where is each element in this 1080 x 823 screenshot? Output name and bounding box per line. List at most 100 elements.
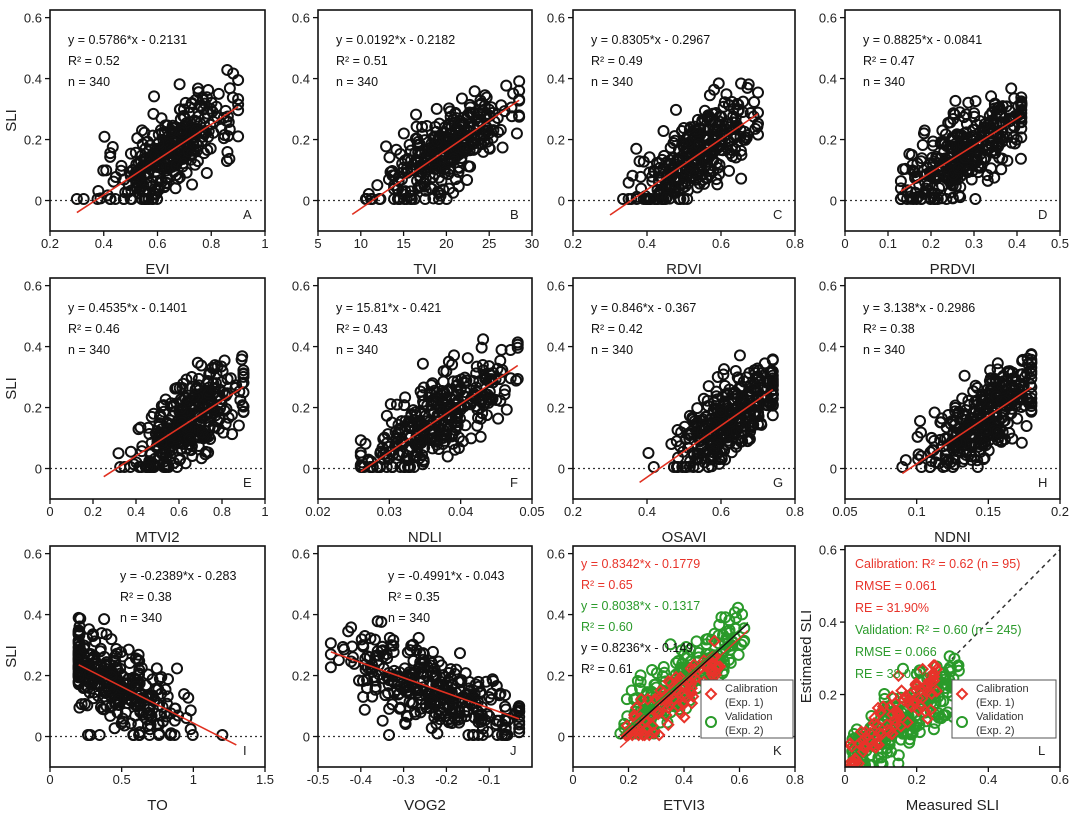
data-point	[897, 662, 910, 675]
x-tick-label: 0.2	[1051, 504, 1069, 519]
data-point	[900, 727, 913, 740]
data-point	[390, 398, 403, 411]
data-point	[416, 449, 429, 462]
x-tick-label: 0.4	[95, 236, 113, 251]
panel-j: y = -0.4991*x - 0.043 R² = 0.35 n = 340 J -0…	[292, 545, 533, 814]
data-point	[70, 192, 83, 205]
data-point	[141, 668, 154, 681]
data-point	[735, 420, 748, 433]
data-point	[631, 675, 644, 688]
data-point	[180, 442, 193, 455]
data-point	[93, 728, 106, 741]
data-point	[951, 660, 964, 673]
data-point	[867, 716, 881, 730]
data-point	[915, 152, 928, 165]
data-point	[998, 433, 1011, 446]
panel-b: y = 0.0192*x - 0.2182 R² = 0.51 n = 340 B 5 1…	[292, 9, 539, 278]
data-point	[399, 718, 412, 731]
data-point	[399, 391, 412, 404]
data-point	[625, 684, 638, 697]
data-point	[657, 125, 670, 138]
data-point	[685, 696, 699, 710]
data-point	[892, 757, 905, 767]
plot-area	[318, 333, 532, 473]
data-point	[642, 728, 656, 742]
data-point	[986, 374, 999, 387]
regression-line	[76, 106, 239, 214]
data-point	[872, 726, 886, 740]
data-point	[217, 132, 230, 145]
data-point	[706, 107, 719, 120]
data-point	[657, 661, 670, 674]
data-point	[472, 115, 485, 128]
data-point	[397, 127, 410, 140]
data-point	[387, 639, 400, 652]
data-point	[731, 407, 744, 420]
data-point	[136, 124, 149, 137]
data-point	[916, 662, 930, 676]
data-point	[1011, 412, 1024, 425]
data-point	[462, 728, 475, 741]
data-point	[991, 357, 1004, 370]
data-point	[970, 405, 983, 418]
data-point	[932, 711, 945, 724]
data-point	[658, 666, 671, 679]
data-point	[766, 354, 779, 367]
data-point	[513, 110, 526, 123]
data-point	[991, 363, 1004, 376]
data-point	[913, 664, 926, 677]
data-point	[735, 172, 748, 185]
x-tick-label: 0.2	[564, 504, 582, 519]
panel-letter: D	[1038, 207, 1047, 222]
data-point	[656, 171, 669, 184]
data-point	[198, 147, 211, 160]
y-tick-label: 0.2	[547, 401, 565, 416]
data-point	[72, 662, 85, 675]
data-point	[111, 706, 124, 719]
data-point	[985, 90, 998, 103]
data-point	[701, 399, 714, 412]
data-point	[896, 190, 909, 203]
data-point	[462, 160, 475, 173]
data-point	[665, 437, 678, 450]
data-point	[910, 191, 923, 204]
y-tick-label: 0	[830, 462, 837, 477]
x-tick-label: 0.4	[675, 772, 693, 787]
data-point	[872, 738, 885, 752]
data-point	[634, 711, 647, 725]
model-statistic: Calibration: R² = 0.62 (n = 95)	[855, 557, 1020, 571]
data-point	[943, 650, 956, 663]
data-point	[903, 733, 916, 746]
data-point	[952, 423, 965, 436]
y-tick-label: 0.2	[819, 401, 837, 416]
data-point	[416, 357, 429, 370]
data-point	[708, 83, 721, 96]
data-point	[451, 135, 464, 148]
data-point	[112, 447, 125, 460]
data-point	[183, 101, 196, 114]
data-point	[202, 415, 215, 428]
data-point	[702, 452, 715, 465]
x-tick-label: 0.5	[113, 772, 131, 787]
x-tick-label: 0.2	[619, 772, 637, 787]
data-point	[897, 693, 911, 707]
data-point	[688, 415, 701, 428]
data-point	[412, 631, 425, 644]
data-point	[720, 625, 733, 638]
y-tick-label: 0.6	[547, 547, 565, 562]
data-point	[106, 141, 119, 154]
data-point	[430, 102, 443, 115]
data-point	[449, 173, 462, 186]
data-point	[622, 176, 635, 189]
data-point	[354, 446, 367, 459]
data-point	[486, 673, 499, 686]
r-squared-label: R² = 0.38	[120, 590, 172, 604]
data-point	[98, 613, 111, 626]
data-point	[921, 712, 935, 726]
y-tick-label: 0	[303, 462, 310, 477]
data-point	[906, 727, 919, 740]
plot-area	[318, 75, 532, 216]
panel-l: Calibration: R² = 0.62 (n = 95) RMSE = 0.…	[798, 543, 1069, 814]
x-tick-label: -0.1	[478, 772, 500, 787]
data-point	[413, 432, 426, 445]
